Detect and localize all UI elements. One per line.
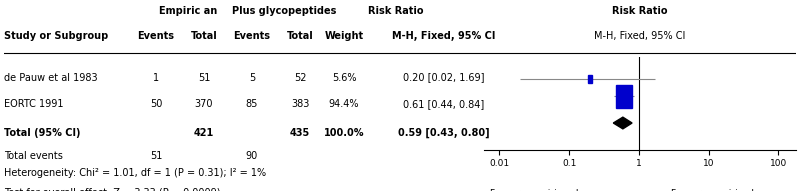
Text: 0.59 [0.43, 0.80]: 0.59 [0.43, 0.80] (398, 128, 490, 138)
Text: de Pauw et al 1983: de Pauw et al 1983 (4, 73, 98, 83)
Text: 51: 51 (198, 73, 210, 83)
Text: M-H, Fixed, 95% CI: M-H, Fixed, 95% CI (594, 31, 686, 40)
Text: 5: 5 (249, 73, 255, 83)
Text: M-H, Fixed, 95% CI: M-H, Fixed, 95% CI (392, 31, 496, 40)
Text: Favours empiric only: Favours empiric only (490, 189, 584, 191)
Text: Test for overall effect: Z = 3.33 (P = 0.0009): Test for overall effect: Z = 3.33 (P = 0… (4, 187, 221, 191)
Text: Study or Subgroup: Study or Subgroup (4, 31, 108, 40)
Text: 50: 50 (150, 99, 162, 109)
Text: 90: 90 (246, 151, 258, 161)
Text: Plus glycopeptides: Plus glycopeptides (232, 6, 336, 16)
Text: EORTC 1991: EORTC 1991 (4, 99, 63, 109)
Text: 0.61 [0.44, 0.84]: 0.61 [0.44, 0.84] (403, 99, 485, 109)
Text: 0.20 [0.02, 1.69]: 0.20 [0.02, 1.69] (403, 73, 485, 83)
Bar (616, 85, 631, 108)
Text: Total events: Total events (4, 151, 63, 161)
Text: Heterogeneity: Chi² = 1.01, df = 1 (P = 0.31); I² = 1%: Heterogeneity: Chi² = 1.01, df = 1 (P = … (4, 168, 266, 178)
Polygon shape (614, 117, 632, 129)
Text: Total: Total (286, 31, 314, 40)
Text: 435: 435 (290, 128, 310, 138)
Text: 5.6%: 5.6% (332, 73, 356, 83)
Text: Risk Ratio: Risk Ratio (612, 6, 668, 16)
Text: Total: Total (190, 31, 218, 40)
Text: Risk Ratio: Risk Ratio (368, 6, 424, 16)
Text: 52: 52 (294, 73, 306, 83)
Text: Empiric an: Empiric an (159, 6, 217, 16)
Text: 85: 85 (246, 99, 258, 109)
Text: Favours empiric plus: Favours empiric plus (671, 189, 765, 191)
Text: 383: 383 (291, 99, 309, 109)
Text: Weight: Weight (325, 31, 363, 40)
Text: 100.0%: 100.0% (324, 128, 364, 138)
Text: 421: 421 (194, 128, 214, 138)
Bar (588, 75, 592, 83)
Text: Events: Events (138, 31, 174, 40)
Text: 370: 370 (194, 99, 214, 109)
Text: 1: 1 (153, 73, 159, 83)
Text: Events: Events (234, 31, 270, 40)
Text: Total (95% CI): Total (95% CI) (4, 128, 81, 138)
Text: 51: 51 (150, 151, 162, 161)
Text: 94.4%: 94.4% (329, 99, 359, 109)
